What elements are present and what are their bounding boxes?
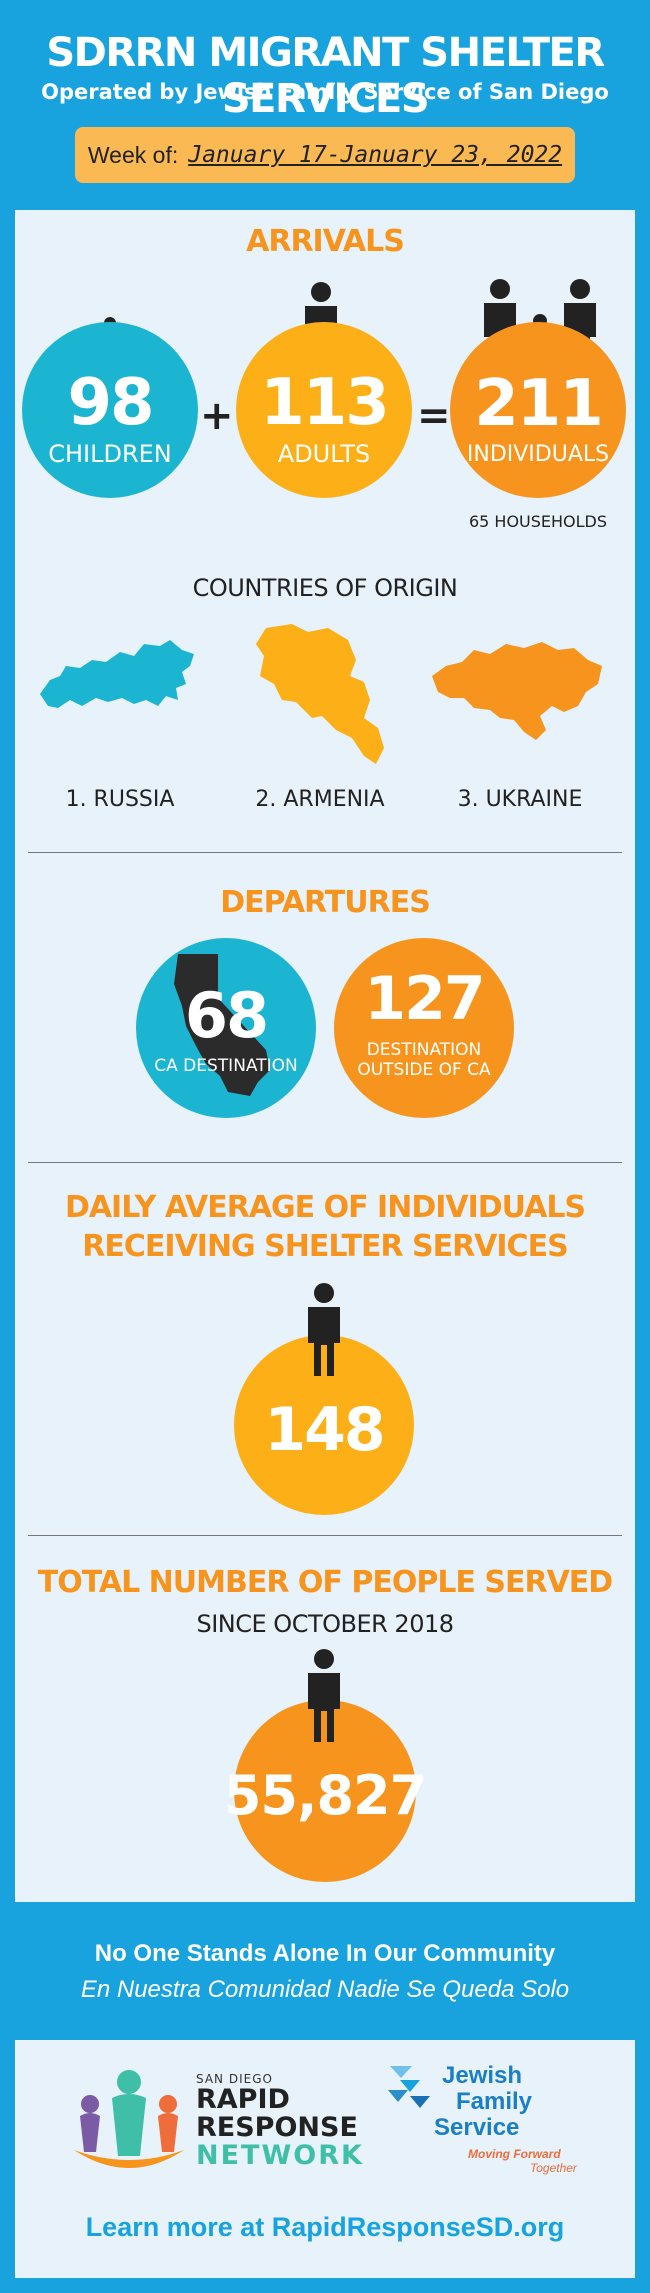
ca-destination-circle: 68 CA DESTINATION <box>136 938 316 1118</box>
total-subtitle: SINCE OCTOBER 2018 <box>196 1610 454 1638</box>
ca-destination-label: CA DESTINATION <box>154 1056 298 1077</box>
children-count: 98 <box>67 366 154 441</box>
rrn-line2: RESPONSE <box>196 2112 358 2143</box>
california-map-icon <box>174 954 270 1096</box>
adults-label: ADULTS <box>277 440 371 469</box>
total-value: 55,827 <box>223 1764 427 1827</box>
outside-ca-label-2: OUTSIDE OF CA <box>357 1060 491 1080</box>
country-ukraine: 3. UKRAINE <box>457 787 583 812</box>
jfs-tagline-2: Together <box>530 2161 577 2175</box>
daily-average-title-line1: DAILY AVERAGE OF INDIVIDUALS <box>64 1190 586 1225</box>
person-icon <box>308 1283 340 1376</box>
armenia-map-icon <box>256 624 384 764</box>
outside-ca-label-1: DESTINATION <box>366 1040 482 1061</box>
russia-map-icon <box>40 640 194 708</box>
total-title: TOTAL NUMBER OF PEOPLE SERVED <box>37 1565 613 1600</box>
outside-ca-circle: 127 DESTINATION OUTSIDE OF CA <box>334 938 514 1118</box>
rrn-line3: NETWORK <box>196 2140 364 2171</box>
jfs-line1: Jewish <box>442 2062 523 2089</box>
week-badge: Week of: January 17-January 23, 2022 <box>75 127 575 183</box>
individuals-label: INDIVIDUALS <box>466 442 610 468</box>
week-label: Week of: <box>87 141 179 168</box>
jfs-line3: Service <box>434 2114 520 2141</box>
arrivals-title: ARRIVALS <box>246 224 405 259</box>
learn-more-link[interactable]: Learn more at RapidResponseSD.org <box>85 2212 565 2242</box>
rrn-line1: RAPID <box>196 2084 290 2115</box>
outside-ca-count: 127 <box>364 964 485 1035</box>
page-title: SDRRN MIGRANT SHELTER SERVICES <box>46 30 605 122</box>
adults-count: 113 <box>260 366 390 441</box>
page-subtitle: Operated by Jewish Family Service of San… <box>41 80 609 104</box>
departures-title: DEPARTURES <box>220 885 431 920</box>
rapid-response-network-logo <box>74 2070 184 2168</box>
divider <box>28 1162 622 1163</box>
rrn-small-label: SAN DIEGO <box>196 2072 273 2086</box>
individuals-circle: 211 INDIVIDUALS <box>450 322 626 498</box>
jfs-tagline-1: Moving Forward <box>468 2147 561 2161</box>
ca-destination-count: 68 <box>184 979 269 1053</box>
adults-circle: 113 ADULTS <box>236 322 412 498</box>
tagline-english: No One Stands Alone In Our Community <box>94 1940 556 1967</box>
country-armenia: 2. ARMENIA <box>255 787 385 812</box>
person-icon <box>308 1649 340 1742</box>
individuals-count: 211 <box>474 367 604 442</box>
countries-title: COUNTRIES OF ORIGIN <box>192 574 458 602</box>
divider <box>28 1535 622 1536</box>
daily-average-title-line2: RECEIVING SHELTER SERVICES <box>82 1229 568 1264</box>
households-label: 65 HOUSEHOLDS <box>468 512 608 531</box>
children-circle: 98 CHILDREN <box>22 322 198 498</box>
equals-sign: = <box>417 393 451 439</box>
ukraine-map-icon <box>432 642 602 740</box>
tagline-spanish: En Nuestra Comunidad Nadie Se Queda Solo <box>80 1976 570 2003</box>
country-russia: 1. RUSSIA <box>65 787 175 812</box>
week-value: January 17-January 23, 2022 <box>188 142 563 168</box>
daily-average-circle: 148 <box>234 1335 414 1515</box>
plus-sign: + <box>200 393 234 439</box>
total-circle: 55,827 <box>224 1700 427 1882</box>
jfs-line2: Family <box>456 2088 533 2115</box>
children-label: CHILDREN <box>48 440 172 469</box>
jfs-logo-icon <box>388 2066 430 2108</box>
daily-average-value: 148 <box>264 1395 385 1465</box>
divider <box>28 852 622 853</box>
